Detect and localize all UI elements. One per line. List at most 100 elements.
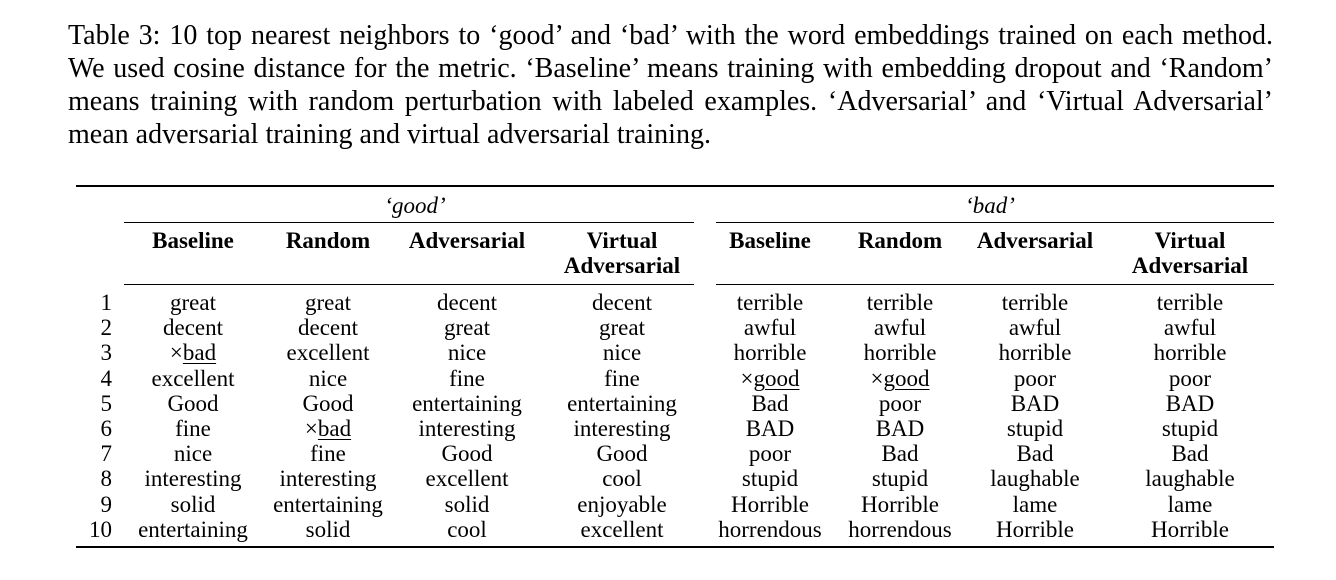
neighbor-word: lame [1012,491,1058,517]
table-cell: BAD [1166,391,1215,416]
neighbor-word: stupid [1161,416,1219,441]
header-rule-bad [716,284,1274,285]
neighbor-word: fine [604,365,640,391]
table-cell: entertaining [412,391,522,416]
wrong-neighbor-mark: × [870,365,884,391]
neighbor-word: Bad [1171,441,1209,467]
neighbor-word: horrible [1153,340,1227,366]
neighbor-word: Horrible [1151,516,1229,542]
row-rank: 9 [100,491,113,517]
table-cell: horrible [864,340,937,365]
table-cell: Good [167,391,218,416]
table-cell: horrendous [848,517,951,542]
table-cell: poor [879,391,921,416]
table-cell: awful [1164,315,1216,340]
row-rank: 1 [100,290,113,315]
table-cell: entertaining [567,391,677,416]
table-cell: decent [437,290,497,315]
neighbor-word: excellent [286,340,370,366]
neighbor-word: stupid [1006,416,1064,441]
neighbor-word: decent [591,290,653,315]
neighbor-word: terrible [1001,290,1069,315]
neighbor-word: bad [182,340,217,366]
neighbor-word: fine [310,441,346,467]
table-cell: Bad [751,391,788,416]
neighbor-word: awful [1008,315,1062,341]
table-cell: decent [298,315,358,340]
neighbor-word: awful [1163,315,1217,341]
column-header: Random [286,228,370,253]
neighbor-word: Bad [881,441,919,467]
neighbor-word: bad [317,416,352,441]
neighbor-word: enjoyable [577,491,667,517]
row-rank: 10 [89,516,112,542]
neighbor-word: stupid [871,466,929,492]
neighbor-word: excellent [580,516,664,542]
table-cell: horrendous [718,517,821,542]
column-header-line: Adversarial [976,228,1094,253]
neighbor-word: BAD [1165,390,1215,416]
neighbor-word: horrendous [718,516,822,542]
table-cell: excellent [151,366,234,391]
table-cell: excellent [580,517,663,542]
table-cell: poor [1014,366,1056,391]
table-cell: entertaining [138,517,248,542]
neighbor-word: great [444,315,490,341]
table-cell: laughable [1145,466,1234,491]
neighbor-word: entertaining [567,390,677,416]
table-cell: fine [310,441,346,466]
neighbor-word: Horrible [731,491,809,517]
neighbor-word: excellent [151,365,235,391]
column-header-line: Virtual [586,228,658,253]
neighbor-word: Horrible [861,491,939,517]
table-cell: lame [1013,492,1058,517]
column-header-line: Adversarial [408,228,526,253]
column-header: Baseline [152,228,234,253]
table-cell: BAD [1011,391,1060,416]
neighbor-word: Bad [751,390,789,416]
row-rank: 7 [100,441,113,467]
table-cell: decent [592,290,652,315]
table-cell: horrible [734,340,807,365]
top-rule [76,185,1274,187]
table-cell: solid [306,517,351,542]
table-cell: interesting [144,466,241,491]
neighbor-word: decent [162,315,224,341]
neighbor-word: poor [878,390,922,416]
table-cell: great [170,290,216,315]
column-header-line: Virtual [1154,228,1226,253]
table-cell: fine [175,416,211,441]
table-cell: decent [163,315,223,340]
neighbor-word: entertaining [273,491,383,517]
table-cell: Bad [1016,441,1053,466]
neighbor-word: good [883,365,930,391]
neighbor-word: poor [748,441,792,467]
neighbor-word: fine [449,365,485,391]
table-cell: interesting [573,416,670,441]
table-cell: Good [596,441,647,466]
neighbor-word: cool [602,466,642,492]
table-cell: interesting [418,416,515,441]
table-cell: enjoyable [577,492,666,517]
table-cell: nice [448,340,486,365]
wrong-neighbor-mark: × [740,365,754,391]
neighbor-word: horrible [733,340,807,366]
neighbor-word: stupid [741,466,799,492]
row-rank: 2 [100,315,113,341]
neighbor-word: entertaining [412,390,522,416]
row-rank: 8 [100,466,113,492]
neighbor-word: nice [173,441,213,467]
table-caption: Table 3: 10 top nearest neighbors to ‘go… [68,20,1273,150]
neighbor-word: laughable [1145,466,1235,492]
table-cell: Bad [881,441,918,466]
neighbor-word: laughable [990,466,1080,492]
table-cell: cool [447,517,487,542]
column-header-line: Baseline [729,228,811,253]
column-header-line: Adversarial [563,253,681,278]
row-rank: 6 [100,416,113,441]
neighbor-word: Good [167,390,219,416]
table-cell: laughable [990,466,1079,491]
table-cell: awful [874,315,926,340]
table-cell: terrible [867,290,933,315]
table-cell: Good [302,391,353,416]
